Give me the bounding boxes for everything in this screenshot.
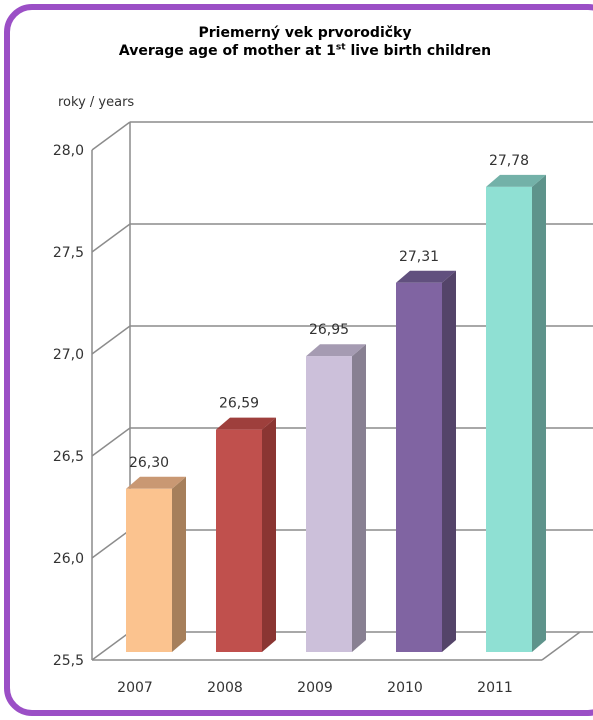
bar-2008 (216, 417, 276, 652)
gridline-diagonal (91, 529, 131, 559)
bar-2009 (306, 344, 366, 652)
gridline-diagonal (91, 121, 131, 151)
bar-top-face (126, 476, 186, 489)
bar-2007 (126, 476, 186, 652)
x-tick-label: 2011 (477, 680, 513, 696)
bar-top-face (486, 174, 546, 187)
bar-2010 (396, 270, 456, 652)
bar-front-face (126, 488, 172, 652)
bar-front-face (306, 356, 352, 652)
gridline-diagonal (91, 223, 131, 253)
bars: 26,30 26,59 26,95 27,31 27,78 (126, 153, 546, 652)
bar-2011 (486, 174, 546, 652)
chart-title: Priemerný vek prvorodičky Average age of… (0, 24, 593, 60)
x-tick-label: 2007 (117, 680, 153, 696)
bar-top-face (396, 270, 456, 283)
x-tick-label: 2008 (207, 680, 243, 696)
x-category-labels: 2007 2008 2009 2010 2011 (117, 680, 513, 696)
x-tick-label: 2010 (387, 680, 423, 696)
y-tick-label: 26,0 (53, 551, 84, 567)
data-label: 26,59 (219, 396, 259, 412)
y-tick-label: 26,5 (53, 449, 84, 465)
x-tick-label: 2009 (297, 680, 333, 696)
y-tick-label: 28,0 (53, 143, 84, 159)
title-line-1: Priemerný vek prvorodičky (198, 25, 412, 41)
data-label: 26,95 (309, 322, 349, 338)
bar-side-face (442, 270, 456, 652)
bar-side-face (532, 174, 546, 652)
y-tick-label: 25,5 (53, 653, 84, 669)
bar-front-face (396, 282, 442, 652)
bar-front-face (216, 429, 262, 652)
data-label: 26,30 (129, 455, 169, 471)
title-line-2-main: Average age of mother at 1 (118, 43, 336, 59)
y-tick-labels: 25,5 26,0 26,5 27,0 27,5 28,0 (53, 143, 84, 669)
bar-side-face (262, 417, 276, 652)
gridline-diagonal (91, 427, 131, 457)
title-line-2: Average age of mother at 1st live birth … (0, 42, 593, 60)
floor-right-edge (541, 631, 581, 661)
bar-top-face (306, 344, 366, 357)
title-line-2-end: live birth children (345, 43, 492, 59)
bar-side-face (352, 344, 366, 652)
gridline-diagonal (91, 631, 131, 661)
bar-front-face (486, 186, 532, 652)
data-label: 27,78 (489, 153, 529, 169)
bar-side-face (172, 476, 186, 652)
y-tick-label: 27,5 (53, 245, 84, 261)
title-superscript: st (335, 42, 346, 53)
data-label: 27,31 (399, 249, 439, 265)
y-tick-label: 27,0 (53, 347, 84, 363)
gridline-diagonal (91, 325, 131, 355)
y-axis-unit-label: roky / years (58, 95, 134, 110)
bar-top-face (216, 417, 276, 430)
